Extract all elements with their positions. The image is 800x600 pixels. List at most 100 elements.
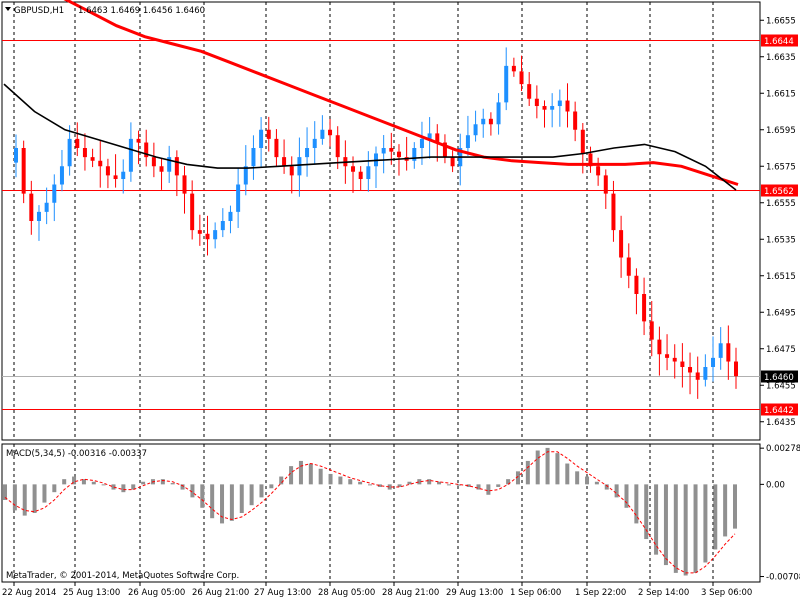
macd-bar <box>565 463 570 485</box>
price-tick-label: 1.6515 <box>766 272 796 282</box>
macd-bar <box>308 463 313 485</box>
current-price-label: 1.6460 <box>764 373 794 383</box>
candle-body <box>634 275 639 294</box>
macd-bar <box>358 481 363 485</box>
moving-averages <box>3 0 739 191</box>
macd-tick-label: 0.00 <box>766 480 785 490</box>
candle-body <box>711 357 716 367</box>
candle-body <box>680 361 685 367</box>
candle-body <box>75 138 80 148</box>
time-tick-label: 26 Aug 05:00 <box>128 588 185 598</box>
macd-bar <box>220 484 225 524</box>
candle-body <box>412 148 417 161</box>
time-axis: 22 Aug 2014 25 Aug 13:00 26 Aug 05:00 26 Au… <box>2 582 752 598</box>
macd-bar <box>72 476 77 485</box>
time-tick-label: 2 Sep 14:00 <box>638 588 689 598</box>
main-plot-frame <box>1 1 761 441</box>
macd-bar <box>654 484 659 555</box>
candle-body <box>649 321 654 340</box>
macd-bar <box>368 484 372 486</box>
macd-bar <box>111 484 116 490</box>
macd-bar <box>141 481 146 485</box>
time-tick-label: 28 Aug 21:00 <box>382 588 439 598</box>
macd-bar <box>555 453 560 485</box>
candle-body <box>603 175 608 194</box>
candle-body <box>351 166 356 172</box>
candle-body <box>305 148 310 158</box>
candle-body <box>688 367 693 373</box>
candle-body <box>151 157 156 167</box>
candle-body <box>435 133 440 143</box>
candle-body <box>726 343 731 362</box>
candle-body <box>282 157 287 167</box>
candle-body <box>67 138 72 167</box>
macd-bar <box>515 471 520 485</box>
horizontal-levels: 1.6644 1.6562 1.6442 1.6460 <box>2 34 798 416</box>
candle-body <box>496 102 501 125</box>
macd-bar <box>466 484 471 487</box>
macd-bar <box>446 484 451 486</box>
time-tick-label: 25 Aug 13:00 <box>63 588 120 598</box>
candle-body <box>488 118 493 125</box>
macd-bar <box>180 484 185 490</box>
candle-body <box>29 193 34 221</box>
candle-body <box>228 211 233 221</box>
candle-body <box>90 157 95 161</box>
candle-body <box>580 129 585 154</box>
candle-body <box>113 175 118 180</box>
macd-plot-frame <box>1 443 761 583</box>
candle-body <box>588 153 593 167</box>
macd-bar <box>545 447 550 485</box>
candle-body <box>259 129 264 148</box>
candle-body <box>619 230 624 258</box>
price-tick-label: 1.6555 <box>766 199 796 209</box>
macd-bar <box>12 484 17 511</box>
macd-bar <box>259 484 264 498</box>
candle-body <box>550 106 555 110</box>
candle-body <box>596 166 601 176</box>
symbol-header: GBPUSD,H1 <box>14 6 64 16</box>
macd-axis: 0.00278 0.00 -0.00708 <box>760 444 800 583</box>
candle-body <box>573 111 578 130</box>
candle-body <box>519 71 524 85</box>
candle-body <box>389 148 394 152</box>
time-tick-label: 1 Sep 22:00 <box>575 588 626 598</box>
price-tick-label: 1.6635 <box>766 53 796 63</box>
macd-bar <box>486 484 491 495</box>
chart-menu-arrow-icon[interactable] <box>5 7 11 11</box>
macd-bar <box>328 473 333 485</box>
price-tick-label: 1.6495 <box>766 308 796 318</box>
candle-body <box>205 233 210 240</box>
price-tick-label: 1.6475 <box>766 345 796 355</box>
macd-tick-label: 0.00278 <box>766 444 800 454</box>
candle-body <box>419 138 424 148</box>
macd-bar <box>437 481 442 485</box>
macd-bar <box>427 479 432 485</box>
macd-bar <box>32 484 37 513</box>
candle-body <box>297 157 302 176</box>
candle-body <box>381 148 386 154</box>
candle-body <box>557 100 562 107</box>
candle-body <box>672 357 677 362</box>
macd-bar <box>269 484 274 489</box>
macd-bar <box>318 468 323 485</box>
macd-bar <box>131 484 136 490</box>
candle-body <box>481 118 486 125</box>
price-tick-label: 1.6655 <box>766 16 796 26</box>
macd-bar <box>3 484 7 500</box>
candle-body <box>82 148 87 158</box>
macd-bar <box>733 484 737 529</box>
time-tick-label: 26 Aug 21:00 <box>192 588 249 598</box>
price-axis: 1.6655 1.6635 1.6615 1.6595 1.6575 1.6555 1.65… <box>760 16 796 428</box>
price-tick-label: 1.6615 <box>766 89 796 99</box>
level-price-box <box>761 403 798 416</box>
candle-body <box>44 202 49 212</box>
macd-bar <box>703 484 708 563</box>
candle-body <box>703 367 708 380</box>
macd-bar <box>52 484 57 493</box>
candle-body <box>534 98 539 107</box>
macd-bar <box>594 481 599 485</box>
macd-bar <box>614 484 619 498</box>
macd-title: MACD(5,34,5) -0.00316 -0.00337 <box>6 449 147 459</box>
